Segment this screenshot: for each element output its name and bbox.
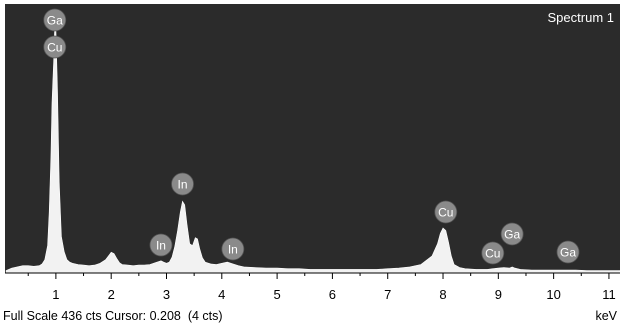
peak-marker-ga[interactable]: Ga [43, 8, 67, 32]
spectrum-title: Spectrum 1 [548, 10, 614, 25]
x-tick-label: 11 [602, 287, 616, 302]
x-tick-label: 5 [273, 287, 280, 302]
plot-area[interactable] [5, 4, 620, 273]
x-tick-label: 9 [495, 287, 502, 302]
peak-marker-in[interactable]: In [171, 172, 194, 196]
peak-marker-label: In [228, 243, 238, 257]
cursor-readout: Cursor: 0.208 (4 cts) [105, 309, 223, 323]
x-tick-label: 2 [108, 287, 115, 302]
x-tick-label: 1 [52, 287, 59, 302]
peak-marker-label: In [156, 239, 166, 253]
x-tick-label: 3 [163, 287, 170, 302]
x-tick-label: 6 [329, 287, 336, 302]
peak-marker-label: In [178, 178, 188, 192]
peak-marker-ga[interactable]: Ga [500, 222, 524, 246]
peak-marker-label: Ga [504, 228, 520, 242]
peak-marker-label: Ga [47, 14, 63, 28]
peak-marker-label: Ga [560, 246, 576, 260]
spectrum-trace [5, 23, 621, 274]
peak-marker-cu[interactable]: Cu [481, 241, 505, 265]
x-tick-label: 4 [218, 287, 225, 302]
peak-marker-cu[interactable]: Cu [43, 35, 67, 59]
status-bar: Full Scale 436 cts Cursor: 0.208 (4 cts) [3, 309, 223, 323]
x-tick-label: 10 [546, 287, 560, 302]
x-axis-unit: keV [595, 309, 617, 323]
peak-marker-label: Cu [47, 41, 62, 55]
peak-marker-in[interactable]: In [221, 237, 245, 261]
full-scale-readout: Full Scale 436 cts [3, 309, 102, 323]
x-tick-label: 8 [439, 287, 446, 302]
peak-marker-in[interactable]: In [149, 233, 173, 257]
peak-marker-label: Cu [438, 206, 453, 220]
x-tick-label: 7 [384, 287, 391, 302]
peak-marker-ga[interactable]: Ga [556, 240, 580, 264]
peak-marker-label: Cu [485, 247, 500, 261]
peak-marker-cu[interactable]: Cu [434, 200, 458, 224]
